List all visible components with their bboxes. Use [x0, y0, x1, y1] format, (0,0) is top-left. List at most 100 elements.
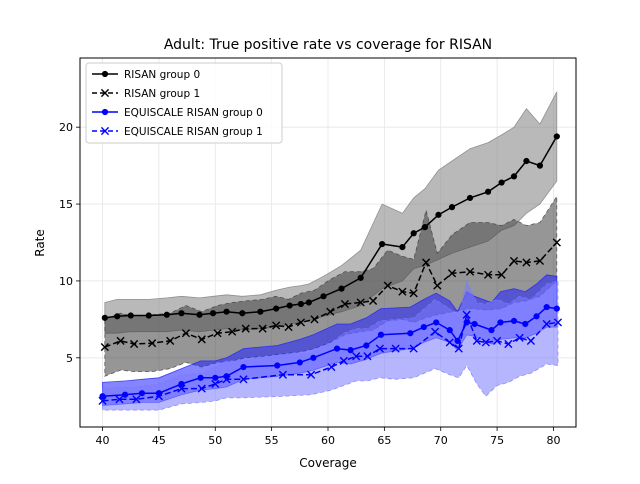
line-series-3 [102, 312, 559, 402]
point-series-2 [178, 380, 185, 388]
point-series-0 [466, 194, 474, 202]
point-series-2 [197, 374, 204, 381]
x-axis-ticks: 40 45 50 55 60 65 70 75 80 [96, 427, 560, 447]
legend-box [85, 62, 283, 144]
point-series-3 [98, 396, 107, 405]
point-series-0 [209, 310, 217, 317]
legend-marker [100, 88, 110, 98]
x-tick-label: 45 [152, 434, 166, 447]
y-tick-label: 10 [59, 275, 73, 288]
point-series-0 [399, 244, 406, 251]
point-series-2 [296, 359, 303, 366]
y-tick-label: 15 [59, 198, 73, 211]
point-series-1 [310, 315, 319, 324]
point-series-3 [363, 352, 372, 361]
point-series-3 [327, 362, 336, 372]
x-tick-label: 70 [434, 434, 448, 447]
point-series-2 [212, 374, 219, 381]
point-series-1 [326, 307, 335, 316]
point-series-0 [338, 285, 345, 292]
point-series-3 [132, 395, 141, 404]
point-series-0 [510, 173, 518, 180]
point-series-3 [526, 336, 536, 345]
point-series-0 [257, 308, 264, 315]
point-series-3 [553, 318, 563, 327]
x-tick-label: 55 [265, 434, 279, 447]
point-series-2 [363, 342, 370, 349]
point-series-1 [465, 267, 475, 276]
point-series-1 [296, 318, 306, 327]
y-tick-label: 20 [59, 121, 73, 134]
x-tick-label: 65 [377, 434, 391, 447]
point-series-1 [368, 296, 378, 306]
point-series-3 [481, 338, 490, 347]
point-series-1 [398, 287, 407, 296]
point-series-3 [492, 336, 502, 345]
legend-label: EQUISCALE RISAN group 0 [124, 107, 263, 119]
point-series-3 [115, 395, 124, 404]
point-series-1 [421, 258, 431, 267]
point-series-2 [446, 327, 453, 334]
point-series-0 [357, 274, 364, 281]
point-series-1 [509, 256, 519, 266]
point-series-1 [148, 339, 157, 348]
point-series-3 [430, 327, 440, 336]
point-series-3 [515, 333, 524, 342]
point-series-0 [448, 204, 456, 211]
series-markers [98, 133, 563, 405]
point-series-0 [410, 230, 417, 237]
point-series-2 [463, 319, 470, 326]
point-series-0 [305, 299, 312, 306]
y-axis-label: Rate [33, 229, 47, 257]
point-series-3 [197, 384, 206, 393]
point-series-3 [445, 338, 454, 347]
x-axis-label: Coverage [299, 456, 357, 470]
point-series-3 [154, 392, 164, 401]
point-series-0 [498, 179, 505, 186]
point-series-3 [211, 379, 220, 389]
point-series-3 [239, 375, 248, 384]
point-series-0 [178, 310, 185, 317]
point-series-2 [510, 317, 518, 325]
point-series-0 [145, 312, 152, 319]
legend-marker [101, 70, 109, 78]
point-series-2 [99, 393, 106, 400]
point-series-3 [462, 310, 471, 319]
legend-marker [101, 108, 109, 116]
point-series-1 [241, 324, 250, 333]
point-series-1 [272, 321, 281, 330]
point-series-1 [228, 327, 237, 336]
point-series-0 [523, 157, 530, 165]
point-series-1 [447, 269, 457, 278]
legend-marker [100, 126, 110, 136]
x-tick-label: 75 [490, 434, 504, 447]
point-series-2 [240, 363, 247, 371]
point-series-0 [286, 302, 293, 309]
point-series-2 [347, 347, 354, 354]
point-series-0 [114, 313, 121, 320]
legend-label: RISAN group 0 [124, 69, 200, 81]
point-series-1 [181, 329, 191, 338]
point-series-1 [433, 281, 442, 290]
line-series-1 [104, 241, 558, 348]
x-tick-label: 40 [96, 434, 110, 447]
point-series-2 [553, 305, 560, 312]
legend-label: EQUISCALE RISAN group 1 [124, 126, 263, 138]
point-series-1 [130, 339, 139, 349]
point-series-0 [273, 305, 280, 312]
point-series-3 [454, 344, 463, 353]
legend: RISAN group 0 RISAN group 1 EQUISCALE RISA… [85, 62, 283, 144]
point-series-3 [375, 344, 384, 353]
point-series-0 [239, 310, 246, 317]
point-series-2 [433, 319, 440, 326]
point-series-2 [138, 390, 146, 397]
point-series-0 [223, 308, 230, 315]
point-series-2 [471, 320, 478, 328]
point-series-0 [196, 311, 203, 318]
point-series-2 [533, 313, 540, 320]
point-series-1 [284, 322, 293, 332]
point-series-3 [278, 370, 288, 379]
point-series-1 [497, 270, 506, 279]
